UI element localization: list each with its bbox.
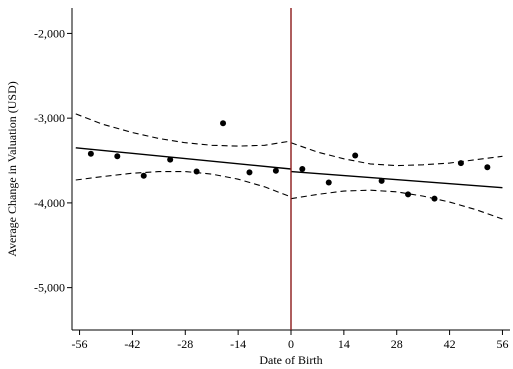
- plot-area: -5,000 -4,000 -3,000 -2,000 -56 -42 -28 -14 0 14…: [34, 8, 510, 351]
- y-tick-label: -5,000: [34, 281, 65, 295]
- ci-right-upper-line: [290, 142, 503, 167]
- data-point: [457, 160, 464, 167]
- y-tick-label: -2,000: [34, 26, 65, 40]
- ci-left-upper-line: [75, 113, 292, 147]
- scatter-points: [87, 120, 491, 202]
- x-tick-label: 56: [496, 337, 508, 351]
- data-point: [352, 152, 359, 159]
- data-point: [272, 167, 279, 174]
- x-tick-label: -42: [124, 337, 140, 351]
- fit-right-line: [290, 170, 503, 189]
- y-tick-label: -3,000: [34, 111, 65, 125]
- data-point: [167, 156, 174, 163]
- y-tick-label: -4,000: [34, 196, 65, 210]
- x-tick-label: 28: [391, 337, 403, 351]
- x-tick-label: 0: [288, 337, 294, 351]
- data-point: [114, 153, 121, 160]
- data-point: [405, 191, 412, 198]
- x-tick-label: 14: [338, 337, 350, 351]
- x-tick-label: -56: [72, 337, 88, 351]
- x-tick-label: -28: [177, 337, 193, 351]
- data-point: [431, 195, 438, 202]
- data-point: [193, 168, 200, 175]
- data-point: [299, 166, 306, 172]
- ci-right-lower-line: [290, 189, 503, 220]
- data-point: [87, 150, 94, 157]
- y-axis-title: Average Change in Valuation (USD): [5, 81, 19, 257]
- fit-left-line: [75, 147, 292, 170]
- x-tick-label: 42: [444, 337, 456, 351]
- data-point: [246, 169, 253, 176]
- data-point: [484, 164, 491, 171]
- data-point: [378, 177, 385, 184]
- data-point: [140, 172, 147, 179]
- x-ticks: -56 -42 -28 -14 0 14 28 42 56: [72, 330, 508, 351]
- fit-lines: [75, 147, 503, 189]
- y-ticks: -5,000 -4,000 -3,000 -2,000: [34, 26, 72, 295]
- data-point: [220, 120, 227, 127]
- x-axis-title: Date of Birth: [259, 353, 322, 367]
- data-point: [325, 179, 332, 186]
- ci-left-lower-line: [75, 170, 292, 198]
- x-tick-label: -14: [230, 337, 246, 351]
- confidence-bands: [75, 113, 503, 220]
